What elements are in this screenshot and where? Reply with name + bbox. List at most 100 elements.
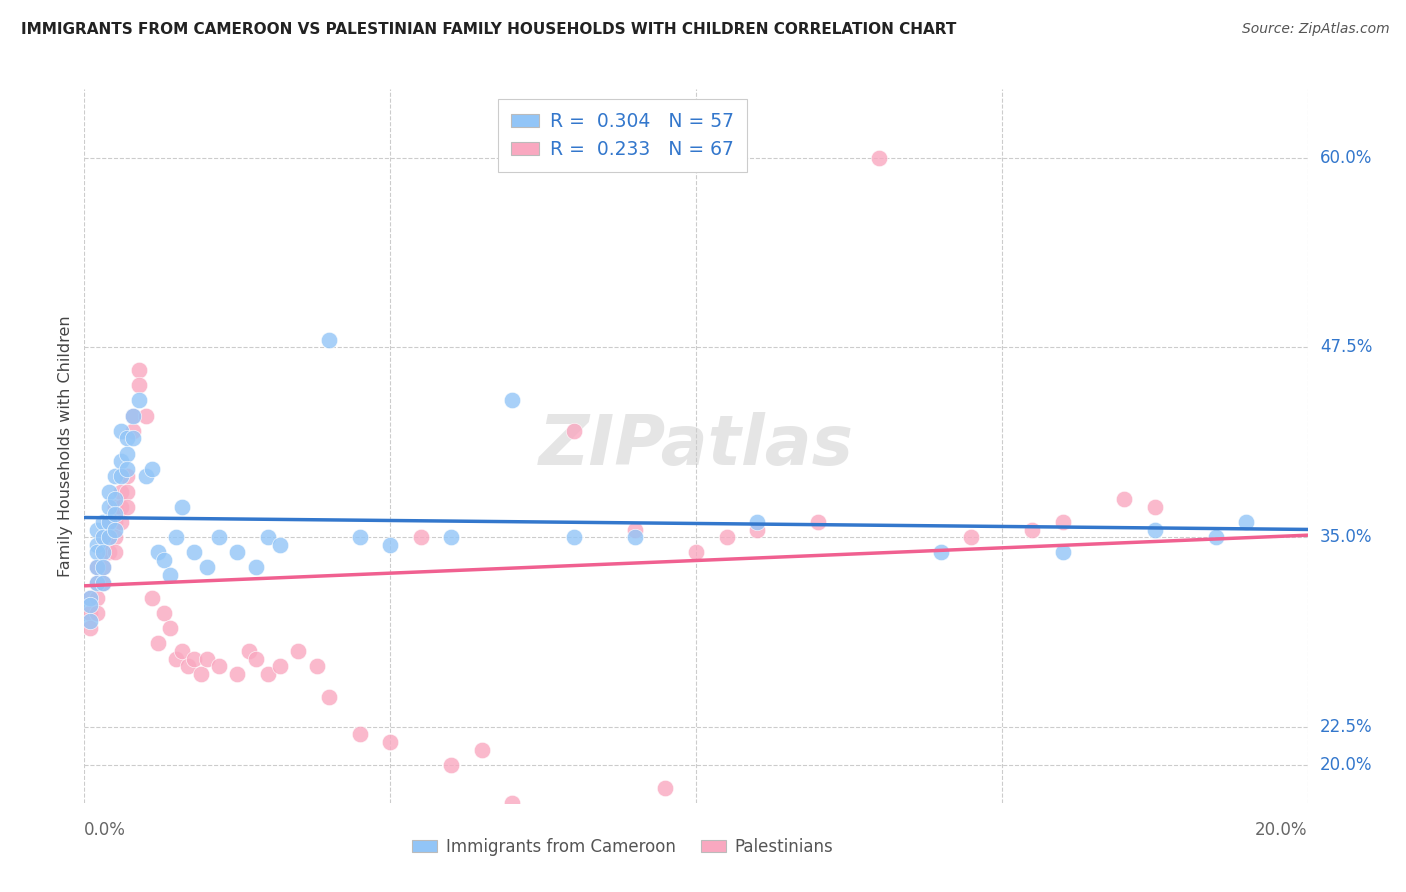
Y-axis label: Family Households with Children: Family Households with Children: [58, 315, 73, 577]
Point: [1052, 545, 1074, 559]
Point: [115, 447, 138, 461]
Point: [128, 378, 150, 392]
Point: [195, 560, 218, 574]
Text: IMMIGRANTS FROM CAMEROON VS PALESTINIAN FAMILY HOUSEHOLDS WITH CHILDREN CORRELAT: IMMIGRANTS FROM CAMEROON VS PALESTINIAN …: [21, 22, 956, 37]
Point: [685, 545, 707, 559]
Point: [79, 606, 101, 620]
Point: [1143, 500, 1166, 514]
Point: [79, 599, 101, 613]
Point: [122, 431, 145, 445]
Point: [135, 469, 157, 483]
Point: [1205, 530, 1227, 544]
Text: 35.0%: 35.0%: [1320, 528, 1372, 546]
Point: [79, 591, 101, 605]
Point: [226, 666, 249, 681]
Point: [172, 500, 194, 514]
Point: [91, 575, 114, 590]
Point: [104, 492, 127, 507]
Point: [86, 575, 108, 590]
Point: [104, 530, 127, 544]
Point: [86, 575, 108, 590]
Point: [79, 591, 101, 605]
Point: [960, 530, 983, 544]
Point: [110, 484, 132, 499]
Point: [146, 636, 169, 650]
Point: [91, 530, 114, 544]
Point: [380, 735, 402, 749]
Point: [122, 424, 145, 438]
Point: [349, 727, 371, 741]
Text: 60.0%: 60.0%: [1320, 149, 1372, 167]
Point: [97, 530, 120, 544]
Point: [86, 538, 108, 552]
Point: [86, 591, 108, 605]
Point: [226, 545, 249, 559]
Point: [115, 431, 138, 445]
Text: 0.0%: 0.0%: [84, 821, 127, 839]
Point: [287, 644, 309, 658]
Point: [238, 644, 260, 658]
Point: [562, 530, 585, 544]
Point: [869, 151, 891, 165]
Point: [79, 621, 101, 635]
Point: [104, 515, 127, 529]
Point: [128, 363, 150, 377]
Point: [409, 530, 432, 544]
Point: [502, 393, 524, 408]
Point: [257, 666, 280, 681]
Point: [86, 545, 108, 559]
Text: 47.5%: 47.5%: [1320, 338, 1372, 356]
Point: [135, 409, 157, 423]
Point: [104, 500, 127, 514]
Point: [654, 780, 676, 795]
Point: [624, 530, 647, 544]
Point: [104, 508, 127, 522]
Point: [86, 523, 108, 537]
Point: [91, 560, 114, 574]
Point: [747, 515, 769, 529]
Point: [122, 409, 145, 423]
Point: [110, 469, 132, 483]
Point: [86, 560, 108, 574]
Point: [115, 500, 138, 514]
Point: [1052, 515, 1074, 529]
Text: 22.5%: 22.5%: [1320, 718, 1372, 736]
Point: [128, 393, 150, 408]
Point: [86, 606, 108, 620]
Point: [115, 462, 138, 476]
Point: [115, 469, 138, 483]
Point: [502, 796, 524, 810]
Point: [440, 757, 463, 772]
Point: [97, 545, 120, 559]
Point: [440, 530, 463, 544]
Point: [122, 409, 145, 423]
Point: [79, 614, 101, 628]
Point: [177, 659, 200, 673]
Point: [305, 659, 328, 673]
Point: [716, 530, 738, 544]
Point: [562, 424, 585, 438]
Point: [257, 530, 280, 544]
Point: [208, 659, 231, 673]
Point: [153, 606, 176, 620]
Point: [269, 659, 291, 673]
Point: [104, 545, 127, 559]
Point: [208, 530, 231, 544]
Point: [110, 424, 132, 438]
Point: [349, 530, 371, 544]
Point: [110, 500, 132, 514]
Point: [195, 651, 218, 665]
Point: [91, 545, 114, 559]
Point: [110, 515, 132, 529]
Point: [269, 538, 291, 552]
Point: [318, 333, 340, 347]
Point: [97, 484, 120, 499]
Point: [91, 545, 114, 559]
Point: [624, 523, 647, 537]
Point: [153, 553, 176, 567]
Point: [115, 484, 138, 499]
Text: Source: ZipAtlas.com: Source: ZipAtlas.com: [1241, 22, 1389, 37]
Point: [104, 469, 127, 483]
Point: [380, 538, 402, 552]
Point: [159, 568, 181, 582]
